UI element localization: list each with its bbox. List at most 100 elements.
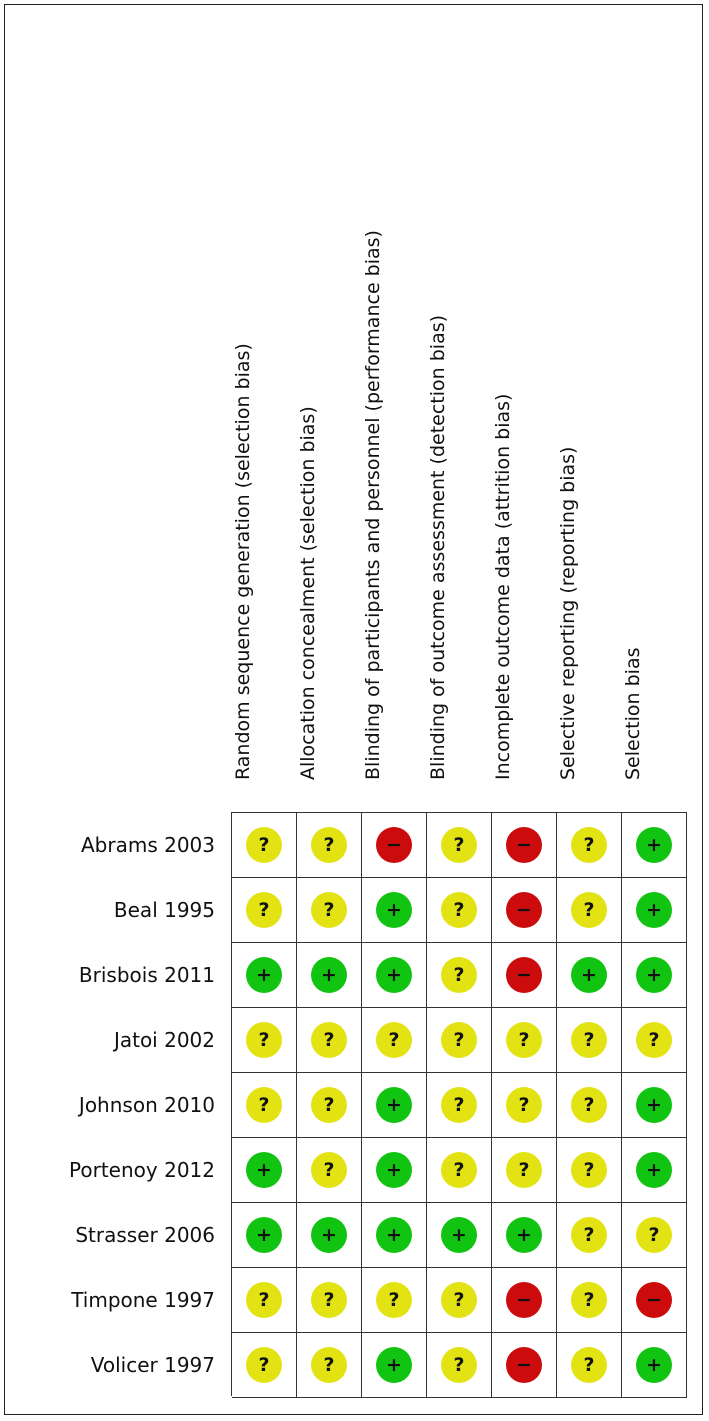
grid-cell: + [362, 1073, 427, 1138]
grid-cell: − [492, 1268, 557, 1333]
grid-cell: ? [297, 878, 362, 943]
low-risk-icon: + [246, 957, 282, 993]
grid-cell: ? [232, 1333, 297, 1398]
grid-cell: ? [427, 878, 492, 943]
unclear-risk-icon: ? [441, 892, 477, 928]
unclear-risk-icon: ? [311, 1282, 347, 1318]
grid-cell: ? [557, 1268, 622, 1333]
grid-cell: + [622, 878, 687, 943]
unclear-risk-icon: ? [506, 1152, 542, 1188]
grid-cell: ? [557, 1333, 622, 1398]
grid-cell: ? [232, 1008, 297, 1073]
unclear-risk-icon: ? [376, 1282, 412, 1318]
unclear-risk-icon: ? [636, 1217, 672, 1253]
grid-cell: ? [297, 1333, 362, 1398]
grid-cell: ? [492, 1008, 557, 1073]
study-label: Abrams 2003 [80, 832, 215, 857]
low-risk-icon: + [636, 827, 672, 863]
low-risk-icon: + [636, 1152, 672, 1188]
grid-cell: + [622, 1073, 687, 1138]
grid-cell: ? [232, 1073, 297, 1138]
domain-header-label: Blinding of outcome assessment (detectio… [426, 314, 449, 780]
grid-cell: ? [557, 1203, 622, 1268]
grid-cell: ? [427, 813, 492, 878]
grid-cell: + [362, 1138, 427, 1203]
low-risk-icon: + [636, 892, 672, 928]
grid-cell: ? [297, 1138, 362, 1203]
study-label: Portenoy 2012 [69, 1157, 215, 1182]
unclear-risk-icon: ? [246, 1347, 282, 1383]
grid-cell: ? [232, 1268, 297, 1333]
high-risk-icon: − [506, 957, 542, 993]
unclear-risk-icon: ? [311, 1347, 347, 1383]
study-label: Brisbois 2011 [78, 962, 215, 987]
high-risk-icon: − [376, 827, 412, 863]
low-risk-icon: + [376, 892, 412, 928]
grid-cell: ? [362, 1008, 427, 1073]
study-label: Volicer 1997 [90, 1352, 215, 1377]
low-risk-icon: + [376, 1152, 412, 1188]
grid-cell: ? [297, 1268, 362, 1333]
grid-cell: ? [427, 1268, 492, 1333]
high-risk-icon: − [506, 892, 542, 928]
low-risk-icon: + [441, 1217, 477, 1253]
grid-cell: + [427, 1203, 492, 1268]
unclear-risk-icon: ? [571, 892, 607, 928]
risk-of-bias-grid: ?? −? −? +?? +? −? + + + +? − + +????????? +??? + +? +??… [231, 812, 687, 1398]
grid-cell: ? [297, 1008, 362, 1073]
domain-header-label: Blinding of participants and personnel (… [361, 230, 384, 780]
grid-cell: ? [427, 1073, 492, 1138]
unclear-risk-icon: ? [246, 1087, 282, 1123]
low-risk-icon: + [311, 1217, 347, 1253]
low-risk-icon: + [376, 1217, 412, 1253]
unclear-risk-icon: ? [571, 1282, 607, 1318]
grid-cell: − [492, 813, 557, 878]
grid-cell: ? [492, 1138, 557, 1203]
grid-cell: − [362, 813, 427, 878]
domain-header-label: Incomplete outcome data (attrition bias) [491, 393, 514, 780]
unclear-risk-icon: ? [441, 1282, 477, 1318]
grid-cell: ? [622, 1203, 687, 1268]
grid-cell: ? [622, 1008, 687, 1073]
low-risk-icon: + [376, 1347, 412, 1383]
grid-cell: + [232, 1138, 297, 1203]
grid-cell: ? [557, 878, 622, 943]
unclear-risk-icon: ? [441, 957, 477, 993]
grid-cell: ? [557, 1008, 622, 1073]
grid-cell: − [492, 943, 557, 1008]
study-label: Johnson 2010 [78, 1092, 215, 1117]
high-risk-icon: − [636, 1282, 672, 1318]
unclear-risk-icon: ? [506, 1022, 542, 1058]
grid-cell: ? [427, 1008, 492, 1073]
domain-header-label: Selection bias [621, 647, 644, 780]
high-risk-icon: − [506, 827, 542, 863]
low-risk-icon: + [246, 1152, 282, 1188]
high-risk-icon: − [506, 1282, 542, 1318]
grid-cell: + [557, 943, 622, 1008]
unclear-risk-icon: ? [311, 827, 347, 863]
low-risk-icon: + [246, 1217, 282, 1253]
grid-cell: ? [557, 813, 622, 878]
grid-cell: + [362, 1203, 427, 1268]
low-risk-icon: + [636, 957, 672, 993]
domain-header-label: Random sequence generation (selection bi… [231, 343, 254, 780]
grid-cell: ? [297, 813, 362, 878]
unclear-risk-icon: ? [571, 827, 607, 863]
grid-cell: ? [427, 1333, 492, 1398]
grid-cell: + [362, 878, 427, 943]
grid-cell: − [492, 1333, 557, 1398]
grid-cell: ? [232, 813, 297, 878]
grid-cell: + [622, 1138, 687, 1203]
unclear-risk-icon: ? [376, 1022, 412, 1058]
unclear-risk-icon: ? [246, 1282, 282, 1318]
unclear-risk-icon: ? [311, 1022, 347, 1058]
grid-cell: ? [557, 1073, 622, 1138]
unclear-risk-icon: ? [636, 1022, 672, 1058]
high-risk-icon: − [506, 1347, 542, 1383]
low-risk-icon: + [376, 1087, 412, 1123]
grid-cell: − [622, 1268, 687, 1333]
unclear-risk-icon: ? [311, 1087, 347, 1123]
grid-cell: ? [297, 1073, 362, 1138]
unclear-risk-icon: ? [441, 1087, 477, 1123]
unclear-risk-icon: ? [571, 1347, 607, 1383]
